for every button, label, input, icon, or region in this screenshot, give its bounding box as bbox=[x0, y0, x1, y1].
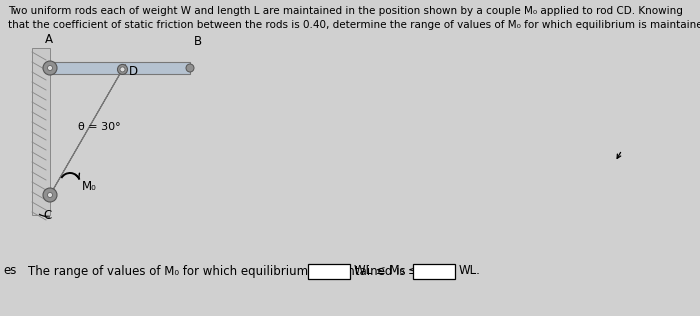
Text: The range of values of M₀ for which equilibrium is maintained is: The range of values of M₀ for which equi… bbox=[28, 264, 405, 277]
Polygon shape bbox=[413, 264, 455, 278]
Circle shape bbox=[120, 67, 125, 72]
Circle shape bbox=[43, 61, 57, 75]
Circle shape bbox=[186, 64, 194, 72]
Text: θ = 30°: θ = 30° bbox=[78, 122, 120, 132]
Text: Two uniform rods each of weight W and length L are maintained in the position sh: Two uniform rods each of weight W and le… bbox=[8, 6, 683, 16]
Text: that the coefficient of static friction between the rods is 0.40, determine the : that the coefficient of static friction … bbox=[8, 20, 700, 30]
Circle shape bbox=[43, 188, 57, 202]
Text: C: C bbox=[43, 209, 51, 222]
Polygon shape bbox=[32, 48, 50, 215]
Text: M₀: M₀ bbox=[82, 180, 97, 193]
Polygon shape bbox=[47, 64, 125, 200]
Circle shape bbox=[48, 192, 52, 198]
Text: es: es bbox=[3, 264, 16, 277]
Text: WL ≤ M₀ ≤: WL ≤ M₀ ≤ bbox=[354, 264, 418, 277]
Text: B: B bbox=[194, 35, 202, 48]
Polygon shape bbox=[50, 62, 190, 74]
Circle shape bbox=[118, 64, 127, 75]
Text: D: D bbox=[129, 65, 138, 78]
Polygon shape bbox=[308, 264, 350, 278]
Text: A: A bbox=[45, 33, 53, 46]
Text: WL.: WL. bbox=[459, 264, 481, 277]
Circle shape bbox=[48, 65, 52, 70]
